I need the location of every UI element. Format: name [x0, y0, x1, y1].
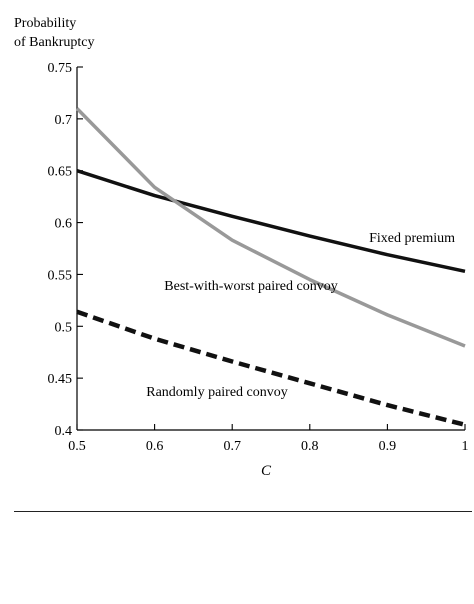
series-label-randomly-paired-convoy: Randomly paired convoy	[146, 385, 288, 400]
series-label-fixed-premium: Fixed premium	[369, 231, 455, 246]
y-tick-label: 0.65	[48, 165, 73, 180]
y-tick-label: 0.7	[55, 113, 73, 128]
series-line-randomly-paired-convoy	[76, 309, 466, 427]
series-line-fixed-premium	[76, 169, 466, 274]
y-tick-label: 0.5	[55, 320, 73, 335]
plot-area	[76, 67, 465, 431]
y-axis-label-line-1: Probability	[14, 16, 77, 31]
series-lines	[75, 107, 466, 427]
x-tick-label: 0.9	[379, 439, 397, 454]
y-tick-label: 0.55	[48, 268, 73, 283]
x-tick-label: 0.6	[146, 439, 164, 454]
bottom-rule	[14, 511, 472, 512]
y-axis-label: Probability of Bankruptcy	[14, 14, 94, 52]
series-label-best-with-worst-paired-convoy: Best-with-worst paired convoy	[164, 279, 337, 294]
y-axis-label-line-2: of Bankruptcy	[14, 35, 95, 50]
x-tick-label: 0.8	[301, 439, 319, 454]
y-tick-label: 0.45	[48, 372, 73, 387]
y-axis: 0.4 0.45 0.5 0.55 0.6 0.65 0.7 0.75	[48, 61, 83, 439]
x-axis: 0.5 0.6 0.7 0.8 0.9 1	[68, 424, 469, 454]
y-tick-label: 0.6	[55, 217, 73, 232]
y-tick-label: 0.4	[55, 424, 73, 439]
x-axis-label: C	[261, 463, 272, 479]
x-tick-label: 0.7	[223, 439, 241, 454]
x-tick-label: 1	[462, 439, 469, 454]
x-tick-label: 0.5	[68, 439, 86, 454]
series-labels: Fixed premium Best-with-worst paired conv…	[146, 231, 455, 400]
series-line-best-with-worst-paired-convoy	[75, 107, 466, 348]
y-tick-label: 0.75	[48, 61, 73, 76]
